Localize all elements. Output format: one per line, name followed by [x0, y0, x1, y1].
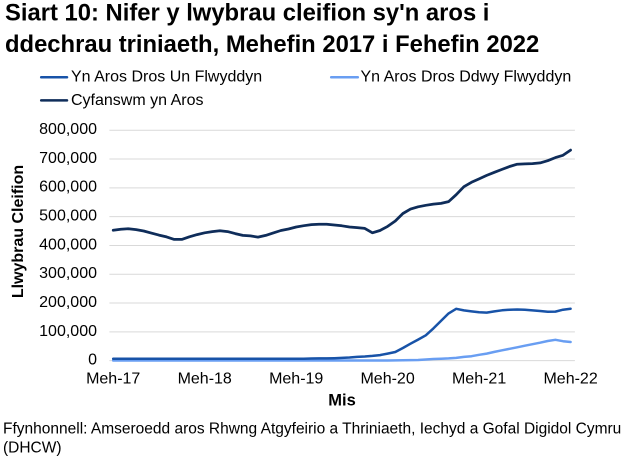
svg-text:Meh-18: Meh-18	[178, 370, 232, 387]
svg-text:Llwybrau Cleifion: Llwybrau Cleifion	[10, 165, 27, 298]
svg-text:300,000: 300,000	[39, 265, 97, 282]
svg-text:100,000: 100,000	[39, 323, 97, 340]
svg-text:Meh-22: Meh-22	[543, 370, 597, 387]
svg-text:Meh-17: Meh-17	[86, 370, 140, 387]
svg-text:(DHCW): (DHCW)	[3, 440, 62, 457]
svg-text:Mis: Mis	[328, 392, 356, 410]
svg-text:Meh-21: Meh-21	[452, 370, 506, 387]
svg-text:200,000: 200,000	[39, 294, 97, 311]
svg-text:0: 0	[88, 352, 97, 369]
svg-text:Ffynhonnell: Amseroedd aros Rh: Ffynhonnell: Amseroedd aros Rhwng Atgyfe…	[3, 421, 621, 438]
svg-text:Siart 10: Nifer y lwybrau clei: Siart 10: Nifer y lwybrau cleifion sy'n …	[5, 0, 489, 27]
svg-text:Yn Aros Dros Un Flwyddyn: Yn Aros Dros Un Flwyddyn	[71, 69, 262, 86]
svg-text:700,000: 700,000	[39, 150, 97, 167]
svg-text:Meh-19: Meh-19	[269, 370, 323, 387]
svg-text:500,000: 500,000	[39, 208, 97, 225]
svg-text:ddechrau triniaeth, Mehefin 20: ddechrau triniaeth, Mehefin 2017 i Fehef…	[5, 31, 539, 58]
svg-text:Cyfanswm yn Aros: Cyfanswm yn Aros	[71, 92, 203, 109]
svg-text:800,000: 800,000	[39, 121, 97, 138]
svg-text:Meh-20: Meh-20	[360, 370, 414, 387]
svg-text:600,000: 600,000	[39, 179, 97, 196]
svg-text:Yn Aros Dros Ddwy Flwyddyn: Yn Aros Dros Ddwy Flwyddyn	[361, 69, 572, 86]
svg-text:400,000: 400,000	[39, 236, 97, 253]
